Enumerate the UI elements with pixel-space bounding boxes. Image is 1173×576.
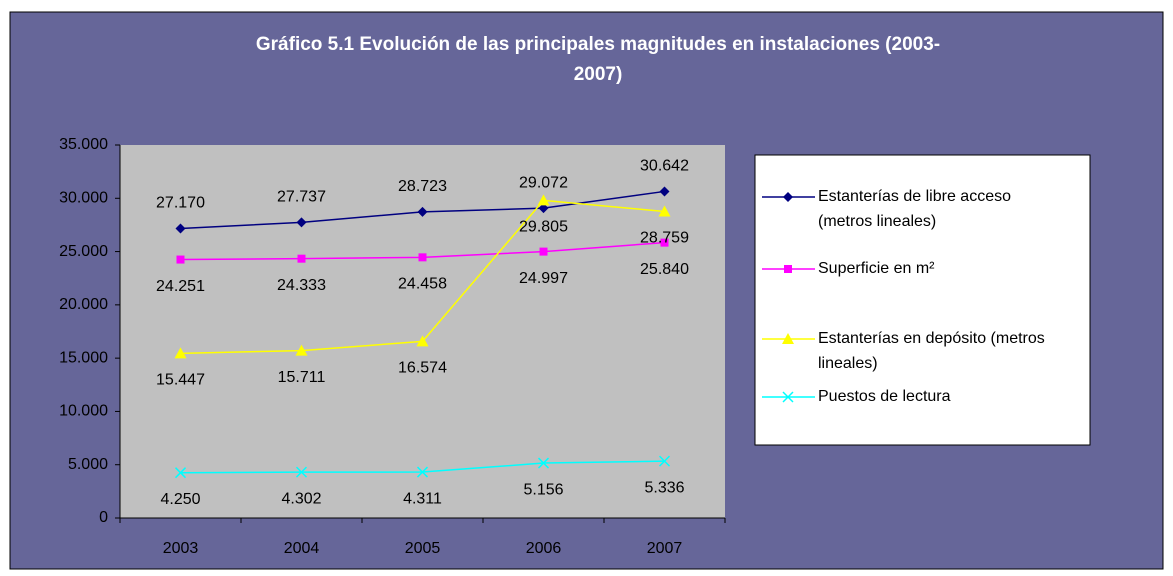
y-tick-label: 10.000 [59,403,108,420]
data-point [174,467,187,479]
legend-item: Puestos de lectura [818,388,951,405]
data-point [174,347,187,359]
data-label: 29.805 [519,219,568,236]
y-tick-label: 15.000 [59,349,108,366]
legend-label: Estanterías de libre acceso (metros line… [818,188,1011,230]
x-tick-label: 2006 [526,540,562,557]
data-point [537,194,550,206]
x-tick-label: 2004 [284,540,320,557]
y-tick-label: 5.000 [68,456,108,473]
data-point [296,217,307,228]
data-label: 28.723 [398,178,447,195]
data-point [175,223,186,234]
data-point [537,457,550,469]
data-label: 27.170 [156,195,205,212]
data-point [295,344,308,356]
data-point [659,186,670,197]
data-label: 24.251 [156,278,205,295]
y-tick-label: 35.000 [59,136,108,153]
data-point [297,254,306,263]
data-point [539,247,548,256]
legend-item: Estanterías en depósito (metros lineales… [818,330,1045,372]
data-label: 24.333 [277,277,326,294]
data-point [660,238,669,247]
legend-label: Superficie en m² [818,260,935,277]
data-point [418,253,427,262]
data-label: 5.336 [644,479,684,496]
data-label: 30.642 [640,158,689,175]
data-label: 15.711 [278,369,326,386]
y-tick-label: 20.000 [59,296,108,313]
y-tick-label: 30.000 [59,190,108,207]
legend-label: Puestos de lectura [818,388,951,405]
data-label: 29.072 [519,174,568,191]
data-label: 28.759 [640,230,689,247]
legend-label: Estanterías en depósito (metros lineales… [818,330,1045,372]
data-label: 25.840 [640,261,689,278]
data-point [416,335,429,347]
data-point [176,255,185,264]
y-tick-label: 0 [99,509,108,526]
y-tick-label: 25.000 [59,243,108,260]
x-tick-label: 2005 [405,540,441,557]
chart-title: Gráfico 5.1 Evolución de las principales… [255,34,941,85]
data-point [417,206,428,217]
data-label: 4.302 [281,490,321,507]
title-box: Gráfico 5.1 Evolución de las principales… [255,34,941,85]
data-point [295,466,308,478]
data-point [538,203,549,214]
data-label: 4.311 [403,490,442,507]
data-point [658,455,671,467]
data-label: 27.737 [277,189,326,206]
legend-marker [784,265,792,273]
data-label: 15.447 [156,372,205,389]
data-label: 24.458 [398,276,447,293]
data-point [658,205,671,217]
legend-marker [782,333,794,344]
data-label: 16.574 [398,360,447,377]
x-tick-label: 2003 [163,540,199,557]
data-label: 4.250 [160,491,200,508]
data-label: 24.997 [519,270,568,287]
legend-marker [783,192,793,202]
legend-marker [782,391,794,403]
data-point [416,466,429,478]
legend-item: Superficie en m² [818,260,935,277]
x-tick-label: 2007 [647,540,683,557]
legend-item: Estanterías de libre acceso (metros line… [818,188,1011,230]
data-label: 5.156 [523,481,563,498]
